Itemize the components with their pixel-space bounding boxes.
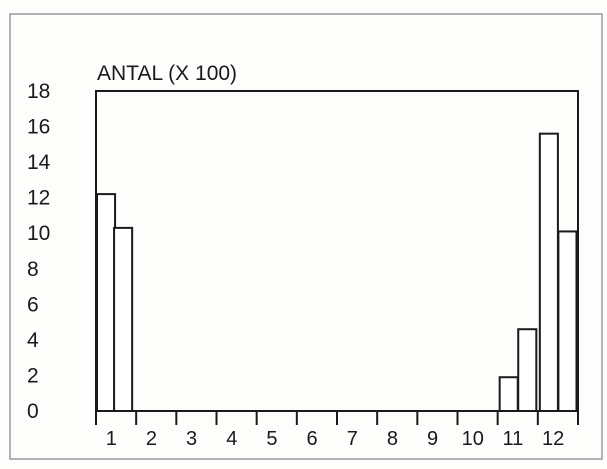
x-tick-label: 3 [186,428,197,450]
y-tick-label: 6 [27,293,39,316]
x-tick-label: 8 [387,428,398,450]
x-tick-label: 5 [266,428,277,450]
bar [557,230,578,412]
x-tick-label: 6 [307,428,318,450]
x-tick-label: 9 [427,428,438,450]
outer-border [9,13,603,460]
y-tick-label: 0 [27,400,39,423]
x-tick-label: 1 [106,428,117,450]
y-axis-tick-labels: 0 2 4 6 8 10 12 14 16 18 [27,80,51,423]
bar [538,132,559,413]
y-tick-label: 4 [27,329,39,352]
bars [96,132,578,413]
x-axis-ticks: 1 2 3 4 5 6 7 8 9 10 11 12 [95,411,579,450]
y-tick-label: 16 [27,116,50,139]
bar [498,376,519,413]
x-tick-label: 2 [146,428,157,450]
chart-title: ANTAL (X 100) [97,62,237,85]
x-tick-label: 7 [347,428,358,450]
bar [113,226,134,412]
x-tick-label: 11 [503,428,524,450]
x-tick-label: 10 [462,428,484,450]
y-tick-label: 14 [27,151,51,174]
x-tick-label: 12 [542,428,564,450]
bar [96,193,117,412]
x-tick-label: 4 [226,428,237,450]
y-tick-label: 18 [27,80,50,103]
y-tick-label: 2 [27,364,39,387]
y-tick-label: 12 [27,187,50,210]
bar [517,328,538,413]
plot-area [95,90,579,412]
y-tick-label: 10 [27,222,50,245]
y-tick-label: 8 [27,258,39,281]
